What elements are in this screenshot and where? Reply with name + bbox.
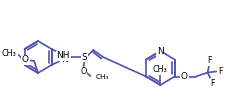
Text: F: F bbox=[218, 67, 223, 76]
Text: F: F bbox=[210, 79, 215, 88]
Text: CH₃: CH₃ bbox=[95, 74, 109, 80]
Text: O: O bbox=[181, 72, 188, 81]
Text: O: O bbox=[80, 68, 87, 77]
Text: N: N bbox=[61, 54, 68, 63]
Text: S: S bbox=[82, 52, 87, 61]
Text: O: O bbox=[22, 56, 29, 64]
Text: CH₃: CH₃ bbox=[2, 50, 17, 59]
Text: CH₃: CH₃ bbox=[153, 66, 168, 75]
Text: F: F bbox=[207, 56, 212, 65]
Text: N: N bbox=[157, 47, 164, 56]
Text: NH: NH bbox=[56, 52, 70, 61]
